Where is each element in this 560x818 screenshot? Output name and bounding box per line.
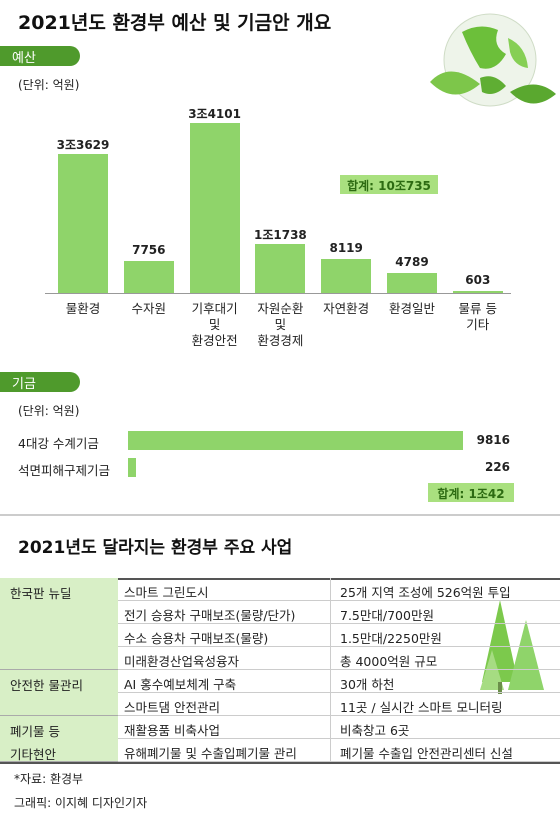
- cell: 1.5만대/2250만원: [340, 631, 442, 646]
- cell: 스마트 그린도시: [124, 585, 209, 600]
- group-label: 안전한 물관리: [10, 678, 83, 693]
- bar: [123, 260, 174, 293]
- tree-icon: [480, 600, 544, 694]
- category-label: 물환경: [65, 301, 101, 316]
- cell: 30개 하천: [340, 677, 395, 692]
- group-label: 폐기물 등 기타현안: [10, 724, 60, 762]
- globe-icon: [430, 13, 556, 107]
- bar: [452, 290, 503, 293]
- cell: 7.5만대/700만원: [340, 608, 434, 623]
- row-line: [118, 600, 560, 601]
- row-line: [118, 692, 560, 693]
- cell: AI 홍수예보체계 구축: [124, 677, 237, 692]
- group-cell: [0, 670, 118, 716]
- group-label: 한국판 뉴딜: [10, 586, 72, 601]
- value-label: 8119: [329, 241, 363, 256]
- row-line: [118, 761, 560, 762]
- row-line: [118, 715, 560, 716]
- category-label: 환경일반: [388, 301, 435, 316]
- cell: 총 4000억원 규모: [340, 654, 438, 669]
- cell: 25개 지역 조성에 526억원 투입: [340, 585, 511, 600]
- section-label: 기금: [0, 372, 80, 392]
- bar: [128, 458, 136, 477]
- bar: [189, 123, 240, 293]
- row-line: [118, 646, 560, 647]
- section-label: 예산: [0, 46, 80, 66]
- value-label: 603: [465, 272, 491, 287]
- category-label: 기후대기 및 환경안전: [191, 301, 238, 348]
- cell: 유해폐기물 및 수출입폐기물 관리: [124, 746, 297, 761]
- bar: [387, 273, 437, 293]
- value-label: 9816: [476, 433, 510, 447]
- cell: 미래환경산업육성융자: [124, 654, 240, 669]
- axis-line: [45, 293, 511, 294]
- cell: 비축창고 6곳: [340, 723, 410, 738]
- source: *자료: 환경부: [14, 772, 84, 786]
- unit: (단위: 억원): [18, 404, 80, 418]
- group-cell: [0, 716, 118, 762]
- cell: 스마트댐 안전관리: [124, 700, 220, 715]
- group-cell: [0, 578, 118, 670]
- table-title: 2021년도 달라지는 환경부 주요 사업: [18, 538, 293, 558]
- title: 2021년도 환경부 예산 및 기금안 개요: [18, 12, 332, 34]
- total-label: 합계: 10조735: [340, 175, 438, 194]
- bar: [58, 153, 108, 293]
- category-label: 수자원: [131, 301, 167, 316]
- value-label: 1조1738: [253, 228, 307, 243]
- col-line: [330, 578, 331, 762]
- cell: 11곳 / 실시간 스마트 모니터링: [340, 700, 503, 715]
- row-line: [118, 738, 560, 739]
- cell: 재활용품 비축사업: [124, 723, 220, 738]
- value-label: 3조4101: [188, 107, 241, 121]
- value-label: 4789: [395, 255, 429, 270]
- row-line: [118, 623, 560, 624]
- category-label: 물류 등 기타: [458, 301, 498, 332]
- credit: 그래픽: 이지혜 디자인기자: [14, 796, 148, 810]
- table-top: [0, 578, 560, 580]
- cell: 수소 승용차 구매보조(물량): [124, 631, 269, 646]
- bar: [128, 431, 463, 450]
- bar: [255, 244, 306, 293]
- category-label: 4대강 수계기금: [18, 436, 99, 451]
- value-label: 226: [484, 460, 510, 474]
- bar: [321, 259, 372, 293]
- total-label: 합계: 1조42: [428, 483, 514, 502]
- value-label: 3조3629: [56, 137, 110, 152]
- category-label: 석면피해구제기금: [18, 463, 111, 478]
- cell: 폐기물 수출입 안전관리센터 신설: [340, 746, 513, 761]
- unit: (단위: 억원): [18, 78, 80, 92]
- row-line: [118, 669, 560, 670]
- table-bottom: [0, 762, 560, 764]
- category-label: 자연환경: [323, 301, 370, 316]
- value-label: 7756: [132, 242, 166, 257]
- divider: [0, 514, 560, 516]
- cell: 전기 승용차 구매보조(물량/단가): [124, 608, 296, 623]
- category-label: 자원순환 및 환경경제: [257, 301, 304, 348]
